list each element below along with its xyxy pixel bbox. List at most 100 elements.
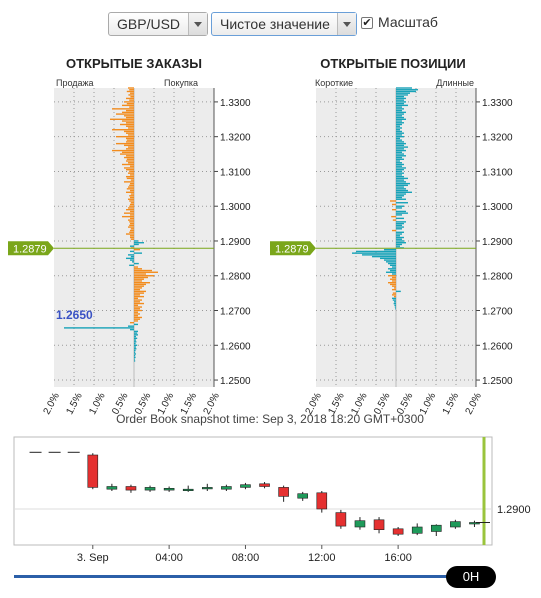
book-bar	[396, 217, 404, 220]
book-bar	[124, 167, 134, 169]
book-bar	[116, 135, 134, 138]
book-bar	[130, 174, 134, 176]
book-bar	[392, 219, 396, 221]
book-bar	[129, 224, 134, 227]
x-tick-label: 0.5%	[110, 391, 130, 416]
candle	[240, 484, 251, 488]
book-bar	[126, 155, 134, 157]
book-bar	[396, 125, 400, 127]
timeline-slider-track[interactable]	[14, 575, 452, 578]
book-bar	[134, 252, 142, 254]
book-bar	[396, 175, 404, 178]
book-bar	[134, 285, 144, 287]
book-bar	[394, 304, 396, 306]
book-bar	[390, 264, 396, 267]
book-bar	[130, 238, 134, 240]
book-bar	[130, 189, 134, 192]
book-bar	[396, 172, 404, 174]
book-bar	[392, 294, 396, 296]
display-mode-select[interactable]: Чистое значение	[211, 12, 357, 36]
x-tick-label: 2.0%	[304, 391, 324, 416]
book-bar	[396, 247, 404, 249]
book-bar	[396, 142, 406, 145]
candle	[297, 493, 309, 499]
book-bar	[392, 276, 396, 279]
book-bar	[134, 335, 136, 338]
book-bar	[122, 120, 134, 122]
book-bar	[129, 184, 134, 187]
time-offset-button[interactable]: 0H	[446, 566, 496, 588]
book-bar	[128, 127, 134, 129]
book-bar	[134, 356, 136, 359]
book-bar	[394, 306, 396, 308]
book-bar	[392, 208, 396, 211]
book-bar	[134, 240, 138, 242]
book-bar	[396, 191, 412, 193]
positions-title: ОТКРЫТЫЕ ПОЗИЦИИ	[320, 56, 465, 71]
plot-background	[54, 88, 214, 387]
y-tick-label: 1.2500	[220, 376, 251, 387]
orders-title: ОТКРЫТЫЕ ЗАКАЗЫ	[66, 56, 202, 71]
book-bar	[116, 113, 134, 115]
book-bar	[356, 250, 396, 253]
book-bar	[396, 207, 402, 209]
book-bar	[122, 151, 134, 154]
book-bar	[112, 108, 134, 110]
book-bar	[128, 94, 134, 96]
book-bar	[130, 328, 134, 331]
book-bar	[126, 177, 134, 180]
book-bar	[393, 302, 396, 305]
book-bar	[126, 132, 134, 134]
book-bar	[390, 283, 396, 286]
book-bar	[129, 231, 134, 233]
book-bar	[396, 123, 402, 126]
book-bar	[396, 160, 400, 162]
book-bar	[396, 155, 406, 157]
candle	[373, 519, 385, 530]
book-bar	[122, 215, 134, 218]
book-bar	[134, 323, 138, 326]
book-bar	[126, 160, 134, 162]
book-bar	[392, 203, 396, 206]
book-bar	[396, 290, 401, 293]
book-bar	[396, 92, 410, 94]
scale-checkbox[interactable]: ✔	[361, 17, 373, 29]
current-price-tag	[270, 241, 316, 256]
book-bar	[128, 219, 134, 221]
candle	[144, 487, 156, 491]
book-bar	[396, 238, 402, 240]
book-bar	[130, 235, 134, 237]
chevron-down-icon	[337, 13, 356, 35]
book-bar	[129, 221, 134, 223]
scale-checkbox-label: Масштаб	[378, 14, 438, 30]
book-bar	[134, 295, 144, 298]
book-bar	[372, 255, 396, 258]
y-tick-label: 1.2900	[220, 237, 251, 248]
currency-pair-select[interactable]: GBP/USD	[108, 12, 208, 36]
positions-left-label: Короткие	[315, 78, 353, 88]
book-bar	[396, 139, 402, 141]
book-bar	[129, 99, 134, 101]
current-price-label: 1.2879	[13, 243, 47, 255]
book-bar	[124, 212, 134, 214]
plot-background	[316, 88, 476, 387]
book-bar	[110, 118, 134, 120]
book-bar	[120, 123, 134, 126]
candle	[221, 486, 232, 490]
book-bar	[396, 231, 404, 233]
book-bar	[390, 200, 396, 202]
book-bar	[396, 189, 408, 192]
book-bar	[129, 200, 134, 202]
orders-right-label: Покупка	[164, 78, 198, 88]
book-bar	[390, 278, 396, 280]
book-bar	[134, 262, 139, 265]
book-bar	[134, 288, 140, 291]
book-bar	[64, 327, 134, 329]
book-bar	[134, 243, 139, 246]
positions-right-label: Длинные	[436, 78, 474, 88]
book-bar	[396, 170, 402, 173]
book-bar	[126, 169, 134, 171]
book-bar	[392, 273, 396, 275]
book-bar	[396, 205, 404, 207]
book-bar	[134, 360, 136, 362]
